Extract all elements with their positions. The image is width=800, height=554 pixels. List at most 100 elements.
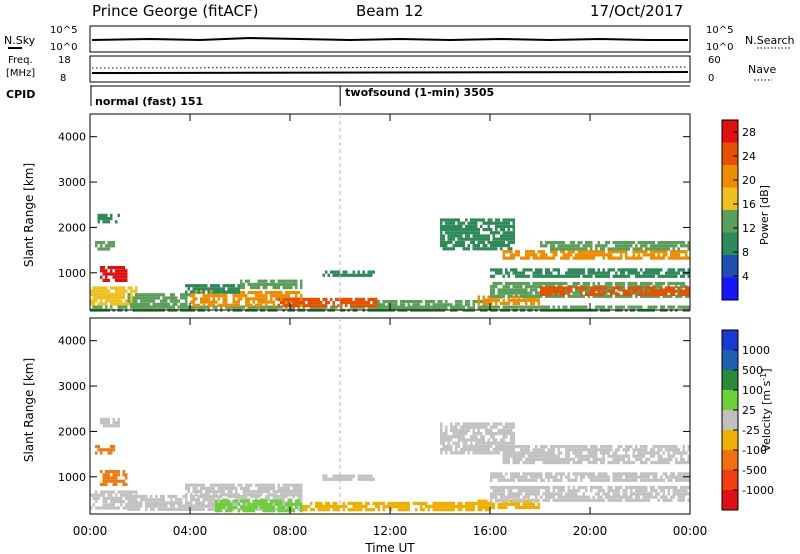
power-ylabel: Slant Range [km] [22,163,36,267]
nave-tick-bottom: 0 [708,73,714,84]
power-region-14 [540,286,690,296]
velocity-ytick-0: 1000 [58,471,86,484]
velocity-ytick-3: 4000 [58,335,86,348]
power-colorbar-swatch-2 [722,232,738,255]
time-xtick-4: 16:00 [473,524,508,538]
velocity-ytick-1: 2000 [58,425,86,438]
power-region-5 [127,293,190,306]
power-heatmap: 1000 2000 3000 4000 [58,113,691,312]
power-colorbar-tick-0: 4 [742,270,749,283]
velocity-frame [89,317,691,515]
nsky-panel: N.Sky 10^5 10^0 10^5 10^0 N.Search [4,25,795,53]
time-xtick-5: 20:00 [573,524,608,538]
velocity-region-11 [490,472,690,482]
velocity-colorbar-tick-7: -1000 [742,484,774,497]
power-colorbar-swatch-1 [722,255,738,278]
velocity-colorbar-swatch-7 [722,470,738,490]
velocity-colorbar-tick-4: -25 [742,424,760,437]
velocity-colorbar-tick-5: -100 [742,444,767,457]
velocity-heatmap: 1000 2000 3000 4000 00:00 04:00 08:00 12:00 16:0… [58,317,708,538]
velocity-colorbar-swatch-5 [722,430,738,450]
power-colorbar-tick-6: 28 [742,126,756,139]
nave-tick-top: 60 [708,55,721,66]
nsky-label: N.Sky [4,34,36,47]
time-xtick-1: 04:00 [173,524,208,538]
date-label: 17/Oct/2017 [590,2,683,20]
velocity-colorbar-swatch-3 [722,390,738,410]
velocity-region-10 [490,485,690,502]
velocity-colorbar-tick-2: 100 [742,384,763,397]
nsearch-label: N.Search [745,34,795,47]
cpid-row: CPID normal (fast) 151 twofsound (1-min)… [6,85,690,108]
velocity-colorbar-swatch-2 [722,370,738,390]
velocity-region-5 [215,499,303,513]
velocity-region-12 [440,422,515,455]
time-xtick-0: 00:00 [73,524,108,538]
power-region-6 [190,290,303,307]
velocity-colorbar-swatch-4 [722,410,738,430]
velocity-region-2 [95,445,115,455]
nsky-tick-bottom: 10^0 [50,42,77,53]
power-region-2 [95,241,115,251]
cpid-mode-normal: normal (fast) 151 [95,95,203,108]
cpid-label: CPID [6,88,35,101]
velocity-colorbar-label: Velocity [m s-1] [759,368,773,451]
power-region-17 [502,250,690,260]
cpid-mode-twofsound: twofsound (1-min) 3505 [345,86,494,99]
station-title: Prince George (fitACF) [92,2,258,20]
velocity-colorbar-swatch-6 [722,450,738,470]
velocity-colorbar-tick-6: -500 [742,464,767,477]
power-colorbar-label: Power [dB] [758,185,771,245]
velocity-colorbar-swatch-8 [722,490,738,510]
power-region-8 [185,284,240,294]
time-xlabel: Time UT [364,541,415,554]
power-region-11 [377,300,490,310]
power-frame [89,113,691,311]
velocity-region-6 [185,483,303,497]
time-xtick-6: 00:00 [673,524,708,538]
power-colorbar-tick-1: 8 [742,246,749,259]
power-region-3 [97,213,120,224]
beam-label: Beam 12 [356,2,423,20]
velocity-colorbar-swatch-0 [722,330,738,350]
power-ytick-3: 4000 [58,131,86,144]
power-colorbar-tick-4: 20 [742,174,756,187]
velocity-region-1 [100,470,128,486]
velocity-colorbar-swatch-1 [722,350,738,370]
power-region-9 [240,279,303,290]
power-region-10 [322,270,375,277]
nsearch-tick-bottom: 10^0 [706,42,733,53]
freq-unit: [MHz] [6,68,35,79]
freq-tick-top: 18 [58,55,71,66]
power-colorbar-tick-3: 16 [742,198,756,211]
velocity-region-13 [502,445,690,465]
power-ytick-2: 3000 [58,176,86,189]
power-region-1 [100,266,128,282]
power-colorbar-tick-2: 12 [742,222,756,235]
power-colorbar-swatch-6 [722,142,738,165]
time-xtick-3: 12:00 [373,524,408,538]
velocity-ytick-2: 3000 [58,380,86,393]
power-colorbar-swatch-3 [722,210,738,233]
velocity-region-7 [322,474,375,481]
power-region-16 [440,218,515,251]
power-colorbar: 4 8 12 16 20 24 28 [721,119,756,301]
power-ytick-0: 1000 [58,267,86,280]
time-xtick-2: 08:00 [273,524,308,538]
power-colorbar-tick-5: 24 [742,150,756,163]
power-region-15 [490,268,690,278]
power-region-0 [90,286,138,306]
nsky-tick-top: 10^5 [50,25,77,36]
velocity-colorbar-tick-1: 500 [742,364,763,377]
freq-label: Freq. [8,55,33,66]
velocity-colorbar-tick-3: 25 [742,404,756,417]
power-ytick-1: 2000 [58,221,86,234]
velocity-region-8 [302,501,490,512]
nave-label: Nave [748,63,776,76]
power-region-18 [540,241,690,251]
power-colorbar-swatch-0 [722,277,738,300]
power-colorbar-swatch-7 [722,120,738,143]
freq-tick-bottom: 8 [60,73,66,84]
power-colorbar-swatch-5 [722,165,738,188]
